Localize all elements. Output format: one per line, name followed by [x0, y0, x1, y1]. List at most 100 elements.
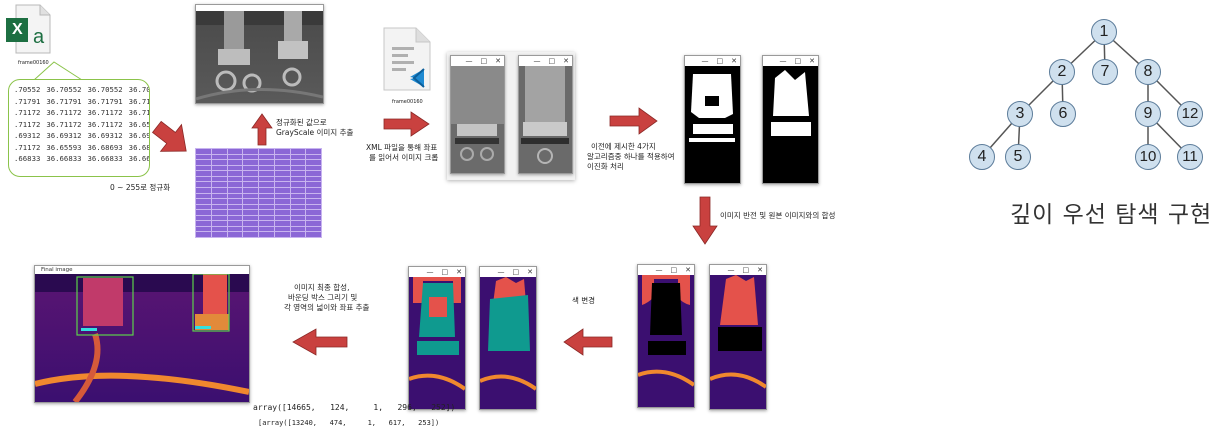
tree-node-9: 9	[1135, 101, 1161, 127]
binarize-label: 이전에 제시한 4가지 알고리즘중 하나를 적용하여 이진화 처리	[587, 142, 675, 171]
dfs-tree-edges	[981, 31, 1191, 158]
excel-a-letter: a	[33, 26, 45, 48]
final-image-window: Final image	[34, 265, 250, 403]
crop-image-right	[519, 66, 572, 173]
crop-image-left	[451, 66, 504, 173]
sheet-cell: 36.71791	[87, 96, 123, 106]
sheet-cell: 36.6683	[128, 154, 150, 164]
grid-cell	[305, 175, 322, 183]
sheet-cell: 36.69312	[87, 131, 123, 141]
sheet-cell: 36.71172	[87, 119, 123, 129]
grid-cell	[305, 209, 322, 216]
tree-node-12: 12	[1177, 101, 1203, 127]
sheet-cell: 36.6559	[128, 119, 150, 129]
arrow-up-to-grayscale	[251, 113, 273, 146]
invert-merge-label: 이미지 반전 및 원본 이미지와의 합성	[720, 211, 836, 220]
sheet-cell: 36.7055	[128, 85, 150, 95]
excel-file-label: frame00160	[18, 60, 49, 66]
sheet-cell: .70552	[14, 85, 41, 95]
xml-file-label: frame00160	[392, 99, 423, 105]
sheet-cell: 36.71172	[46, 119, 82, 129]
color-change-label: 색 변경	[572, 296, 596, 305]
color-window-left: — □ ✕	[408, 266, 466, 410]
sheet-row: .71172 36.71172 36.71172 36.6559	[11, 119, 150, 131]
final-image	[35, 274, 249, 402]
arrow-to-final	[292, 328, 348, 356]
grid-cell	[258, 231, 275, 238]
arrow-down-to-merge	[692, 196, 718, 245]
binary-image-right	[763, 66, 818, 183]
grid-cell	[305, 198, 322, 205]
grid-cell	[242, 231, 259, 238]
tree-node-7: 7	[1092, 59, 1118, 85]
sheet-row: .70552 36.70552 36.70552 36.7055	[11, 84, 150, 96]
arrow-to-color-change	[563, 328, 613, 356]
grid-cell	[289, 231, 307, 238]
sheet-cell: 36.71791	[46, 96, 82, 106]
sheet-cell: 36.65593	[46, 142, 82, 152]
arrow-to-grid	[151, 120, 187, 152]
tree-node-4: 4	[969, 144, 995, 170]
callout-pointer	[33, 61, 83, 81]
grid-cell	[210, 231, 228, 238]
sheet-cell: 36.71172	[46, 108, 82, 118]
arrow-to-binary	[609, 107, 658, 135]
area-array-output-2: [array([13240, 474, 1, 617, 253])	[258, 419, 440, 427]
grid-cell	[305, 192, 322, 200]
merged-image-left	[638, 275, 694, 407]
sheet-cell: .71172	[14, 142, 41, 152]
color-image-right	[480, 277, 536, 409]
grid-cell	[305, 181, 322, 188]
sheet-row: .71791 36.71791 36.71791 36.7179	[11, 96, 149, 108]
sheet-cell: 36.6931	[128, 131, 150, 141]
grid-cell	[305, 214, 322, 222]
merged-image-right	[710, 275, 766, 409]
grid-cell	[305, 203, 322, 211]
final-label: 이미지 최종 합성, 바운딩 박스 그리기 및 각 영역의 넓이와 좌표 추출	[284, 283, 370, 312]
grayscale-image	[196, 11, 323, 103]
spreadsheet-excerpt: .70552 36.70552 36.70552 36.7055 .71791 36.71…	[8, 79, 150, 177]
crop-window-left: — □ ✕	[450, 55, 505, 174]
color-image-left	[409, 277, 465, 409]
tree-node-8: 8	[1135, 59, 1161, 85]
tree-node-2: 2	[1049, 59, 1075, 85]
sheet-cell: 36.66833	[46, 154, 82, 164]
sheet-cell: 36.7117	[128, 108, 150, 118]
grayscale-label: 정규화된 값으로 GrayScale 이미지 추출	[276, 118, 354, 137]
color-window-right: — □ ✕	[479, 266, 537, 410]
sheet-cell: 36.70552	[87, 85, 123, 95]
binary-window-right: — □ ✕	[762, 55, 819, 184]
tree-node-1: 1	[1091, 19, 1117, 45]
xml-file-icon	[380, 27, 432, 91]
sheet-cell: 36.66833	[87, 154, 123, 164]
grid-cell	[305, 225, 322, 233]
sheet-row: .69312 36.69312 36.69312 36.6931	[11, 130, 150, 142]
sheet-cell: .69312	[14, 131, 41, 141]
tree-node-10: 10	[1135, 144, 1161, 170]
sheet-cell: .71791	[14, 96, 41, 106]
grid-cell	[305, 153, 322, 161]
grid-cell	[226, 231, 244, 238]
crop-window-right: — □ ✕	[518, 55, 573, 174]
sheet-cell: .71172	[14, 119, 41, 129]
grid-cell	[305, 220, 322, 227]
dfs-title: 깊이 우선 탐색 구현	[1010, 202, 1213, 228]
sheet-cell: 36.71172	[87, 108, 123, 118]
grid-cell	[305, 186, 322, 194]
grid-cell	[305, 231, 322, 238]
sheet-cell: 36.69312	[46, 131, 82, 141]
merged-window-left: — □ ✕	[637, 264, 695, 408]
sheet-cell: 36.70552	[46, 85, 82, 95]
sheet-row: .71172 36.71172 36.71172 36.7117	[11, 107, 150, 119]
grid-cell	[195, 231, 212, 238]
excel-x-letter: X	[12, 21, 23, 38]
tree-node-11: 11	[1177, 144, 1203, 170]
arrow-to-crop	[383, 111, 430, 137]
sheet-cell: .71172	[14, 108, 41, 118]
merged-window-right: — □ ✕	[709, 264, 767, 410]
grid-cell	[305, 170, 322, 177]
area-array-output-1: array([14665, 124, 1, 296, 252])	[253, 403, 456, 412]
sheet-row: .71172 36.65593 36.68693 36.6869	[11, 142, 149, 154]
excel-file-icon: X a	[6, 4, 52, 54]
sheet-cell: .66833	[14, 154, 41, 164]
